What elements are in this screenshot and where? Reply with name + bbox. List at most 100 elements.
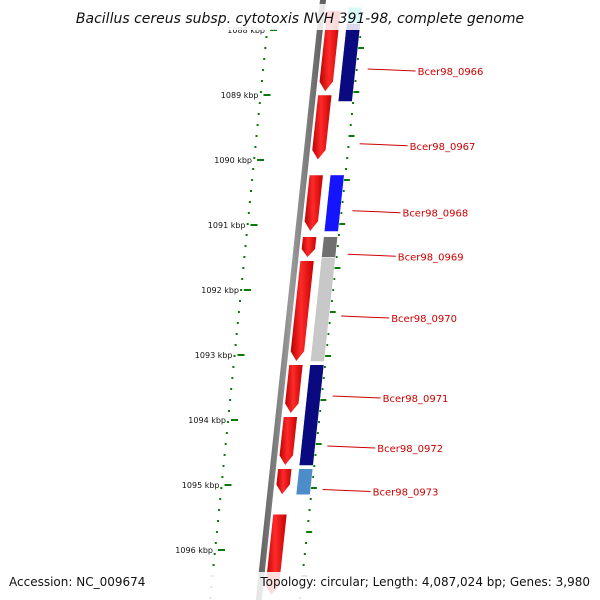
gc-dot [212,564,215,566]
gc-dot [316,432,319,434]
gc-dot [262,69,265,71]
feature-blocks [295,7,363,495]
kbp-label: 1089 kbp [221,91,259,100]
feature-block [337,23,361,102]
gc-dot [218,509,221,511]
gc-dot [265,36,268,38]
kbp-tick [263,94,271,96]
gc-dot [221,476,224,478]
gc-dot [253,157,256,159]
kbp-tick [244,289,251,291]
gc-dot [252,168,255,170]
gc-dot [342,190,345,192]
genome-summary-text: Topology: circular; Length: 4,087,024 bp… [259,575,590,589]
gc-dot [244,245,247,247]
gc-dot [229,399,232,401]
gc-dot [329,311,336,313]
gc-dot [314,454,317,456]
gc-dot [337,234,340,236]
gc-dot [237,311,240,313]
gc-dot [347,146,350,148]
gc-dot [307,520,310,522]
feature-block [298,364,325,466]
gc-dot [245,234,248,236]
gc-dot [339,223,346,225]
gc-dot [312,476,315,478]
gc-dot [239,300,241,302]
gc-dot [231,377,234,379]
gc-dot [333,278,336,280]
gc-dot [345,168,348,170]
kbp-tick [224,484,232,486]
gc-skew-ticks [209,36,364,599]
gc-dot [321,388,324,390]
kbp-tick [237,354,245,356]
gc-dot [230,388,233,390]
feature-block [295,468,314,495]
gc-dot [355,69,358,71]
gc-dot [240,289,243,291]
gc-dot [224,443,227,445]
gc-dot [359,36,362,38]
gc-dot [235,333,238,335]
kbp-scale: 1088 kbp 1089 kbp 1090 kbp 1091 kbp 1092 kbp… [175,26,277,555]
gc-dot [220,487,223,489]
gc-dot [246,223,249,225]
gc-dot [258,102,261,104]
gc-dot [354,80,357,82]
kbp-label: 1092 kbp [201,286,239,295]
gene-leader-line [367,68,416,72]
gc-dot [336,245,339,247]
gene-leader-line [322,489,371,493]
gc-dot [251,179,254,181]
gc-dot [313,465,316,467]
gc-dot [308,509,311,511]
kbp-label: 1090 kbp [214,156,252,165]
gc-dot [256,124,259,126]
gc-dot [309,498,312,500]
gene-leader-line [327,445,376,449]
kbp-tick [218,549,225,551]
gc-dot [259,91,262,93]
gc-dot [255,135,258,137]
feature-block [321,236,338,258]
backbone-line [255,0,327,600]
gene-label: Bcer98_0967 [410,142,476,153]
forward-gene-arrow [284,364,304,415]
kbp-label: 1091 kbp [208,221,246,230]
gc-dot [250,190,252,192]
gc-dot [257,113,260,115]
kbp-label: 1093 kbp [195,351,233,360]
kbp-tick [250,224,258,226]
kbp-label: 1095 kbp [182,481,220,490]
gc-dot [322,377,325,379]
gc-dot [217,520,219,522]
gc-dot [241,278,244,280]
forward-gene-arrow [303,174,324,233]
gc-dot [328,322,331,324]
gc-dot [228,410,230,412]
gc-dot [317,421,320,423]
gc-dot [303,553,306,555]
gc-dot [310,487,317,489]
kbp-label: 1094 kbp [188,416,226,425]
gc-dot [248,201,251,203]
gene-label: Bcer98_0966 [418,67,484,78]
gc-dot [334,267,341,269]
gc-dot [222,465,225,467]
gc-dot [335,256,338,258]
title-backdrop [80,4,520,30]
footer-backdrop [0,572,600,600]
gc-dot [264,47,267,49]
gc-dot [348,135,355,137]
feature-block [310,257,336,362]
gc-dot [341,201,344,203]
gc-dot [213,553,216,555]
forward-gene-arrow [275,468,293,496]
kbp-label: 1096 kbp [175,546,213,555]
gc-dot [219,498,222,500]
gc-dot [315,443,322,445]
gene-leader-line [332,395,381,399]
gc-dot [242,267,245,269]
gc-dot [319,410,322,412]
